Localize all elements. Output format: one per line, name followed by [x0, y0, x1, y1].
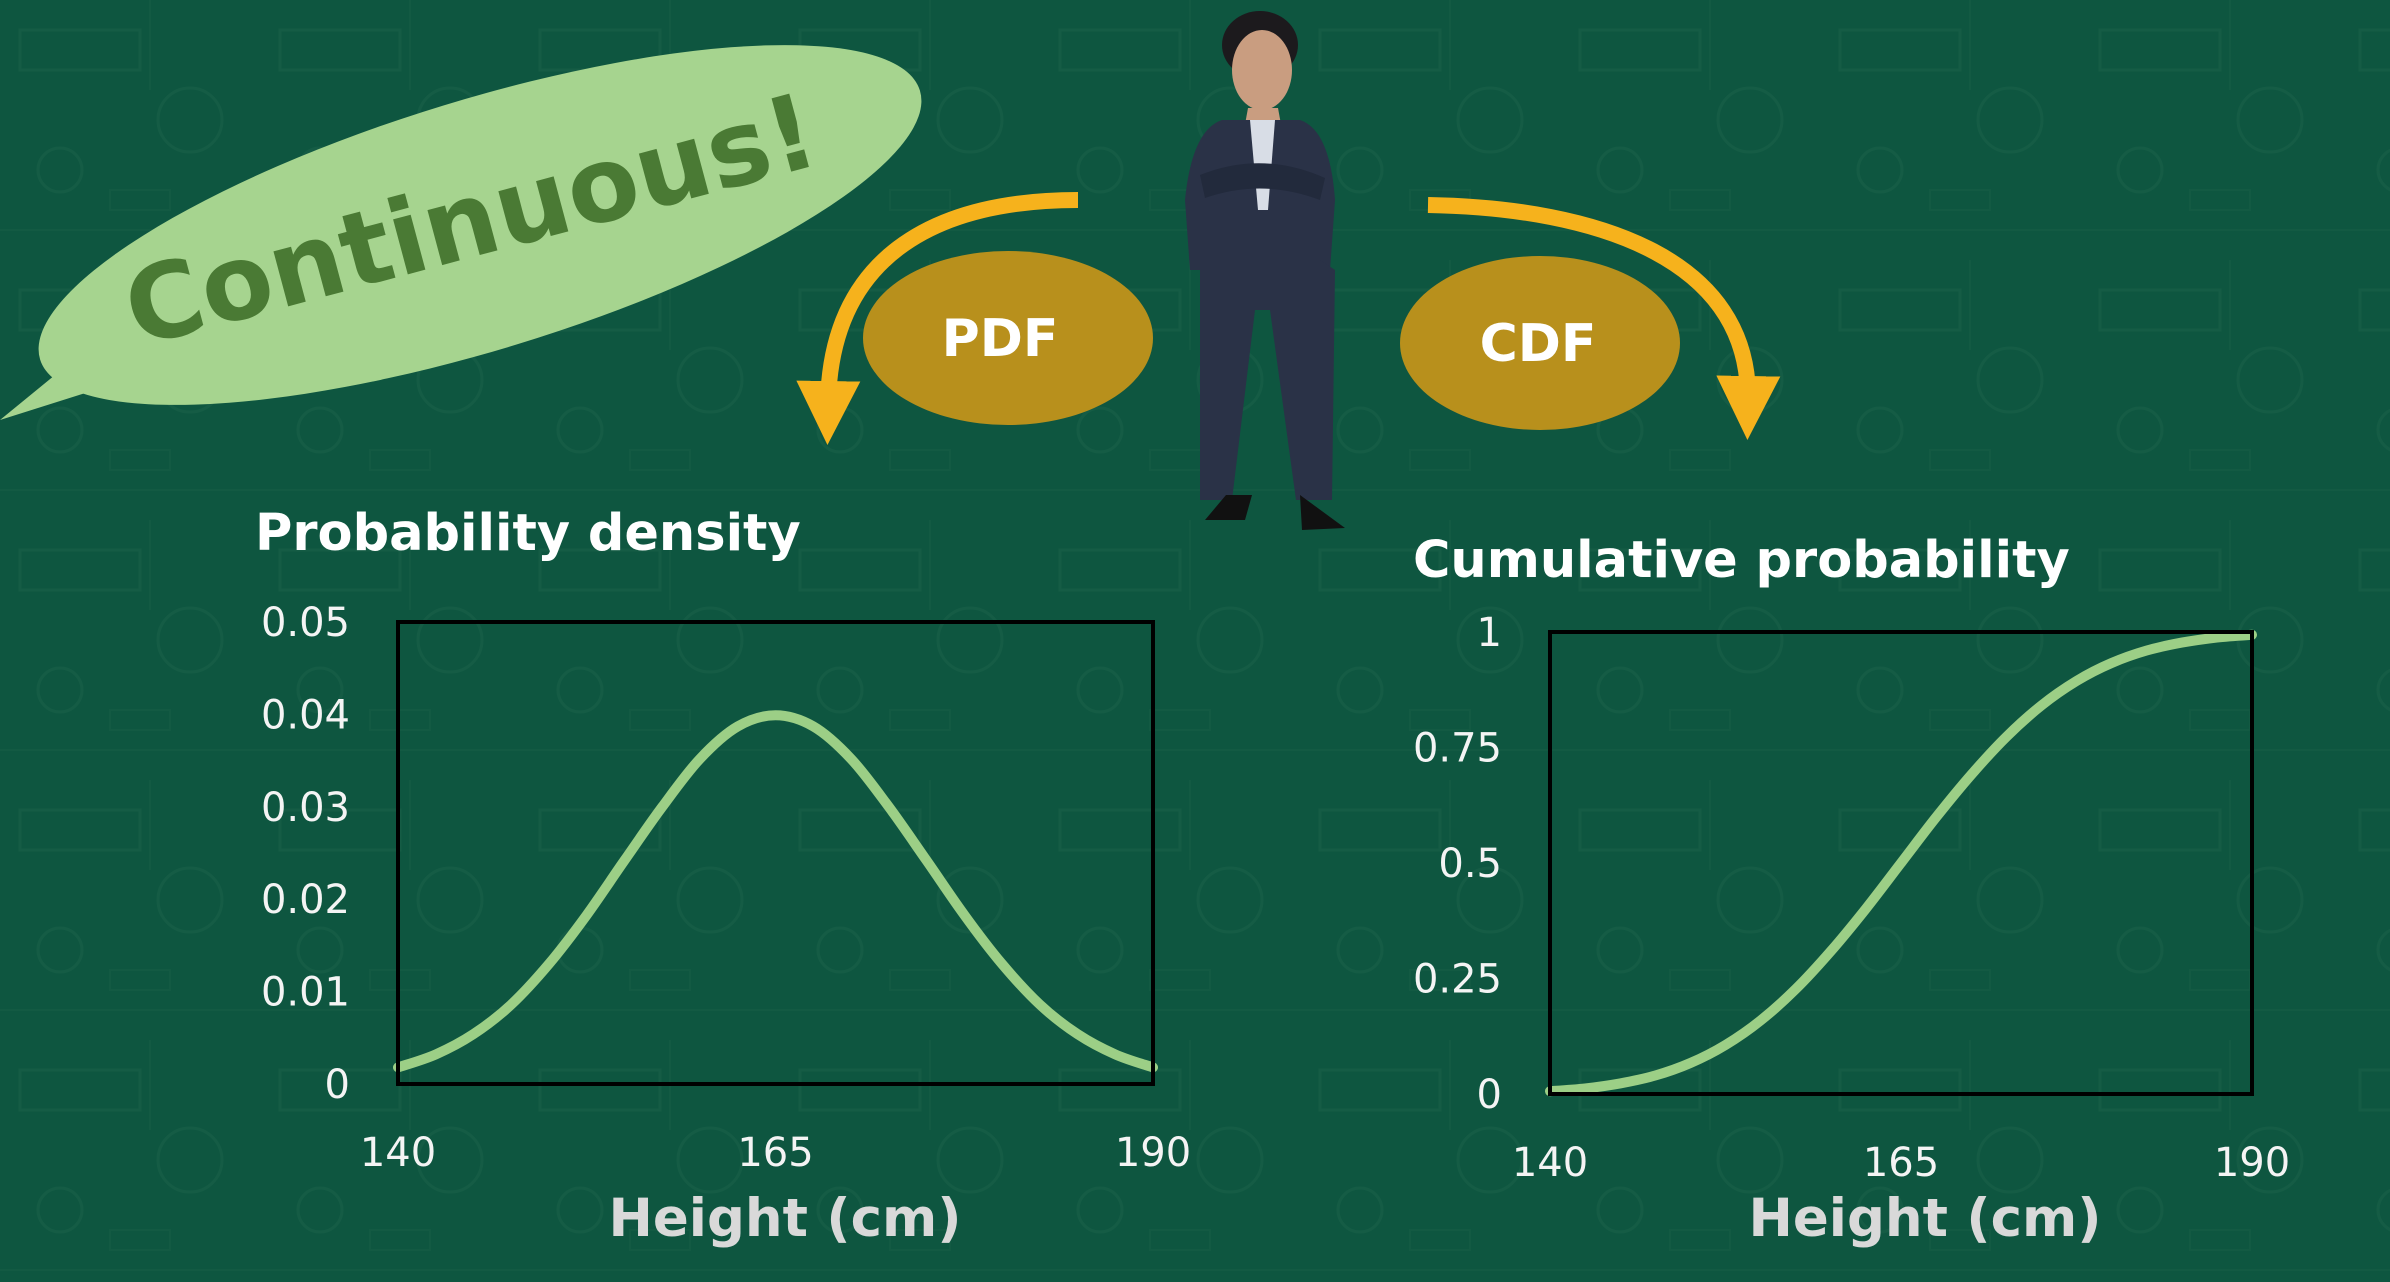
pdf-x-ticks: 140 165 190	[360, 1130, 1191, 1176]
pdf-series	[393, 710, 1158, 1073]
cdf-chart-title: Cumulative probability	[1413, 531, 2070, 590]
pdf-y-tick-label: 0	[325, 1062, 350, 1108]
cdf-y-tick-label: 1	[1477, 610, 1502, 656]
pdf-badge: PDF	[863, 251, 1153, 425]
cdf-x-ticks: 140 165 190	[1512, 1140, 2290, 1186]
cdf-badge-label: CDF	[1480, 314, 1597, 374]
pdf-y-tick-label: 0.05	[261, 600, 350, 646]
cdf-series	[1545, 629, 2257, 1097]
pdf-series-line	[393, 710, 1158, 1073]
cdf-y-ticks: 0 0.25 0.5 0.75 1	[1413, 610, 1502, 1118]
cdf-chart: Cumulative probability 0 0.25 0.5 0.75 1 140…	[1413, 531, 2290, 1249]
pdf-badge-label: PDF	[942, 309, 1059, 369]
cdf-series-line	[1545, 629, 2257, 1097]
cdf-arrow	[1427, 197, 1781, 440]
pdf-plot-area	[396, 620, 1155, 1086]
pdf-y-tick-label: 0.02	[261, 877, 350, 923]
pdf-y-tick-label: 0.04	[261, 692, 350, 738]
pdf-chart: Probability density 0 0.01 0.02 0.03 0.04 0.0…	[255, 504, 1191, 1249]
pdf-x-tick-label: 190	[1115, 1130, 1191, 1176]
cdf-x-tick-label: 190	[2214, 1140, 2290, 1186]
cdf-y-tick-label: 0	[1477, 1072, 1502, 1118]
pdf-x-tick-label: 140	[360, 1130, 436, 1176]
pdf-x-axis-label: Height (cm)	[608, 1188, 961, 1249]
cdf-y-tick-label: 0.75	[1413, 726, 1502, 772]
pdf-arrow	[796, 192, 1079, 445]
pdf-y-ticks: 0 0.01 0.02 0.03 0.04 0.05	[261, 600, 350, 1108]
cdf-x-axis-label: Height (cm)	[1748, 1188, 2101, 1249]
pdf-chart-title: Probability density	[255, 504, 801, 563]
pdf-x-tick-label: 165	[737, 1130, 813, 1176]
cdf-plot-area	[1548, 630, 2254, 1096]
cdf-x-tick-label: 165	[1863, 1140, 1939, 1186]
pdf-y-tick-label: 0.03	[261, 785, 350, 831]
cdf-badge: CDF	[1400, 256, 1680, 430]
pdf-y-tick-label: 0.01	[261, 970, 350, 1016]
cdf-y-tick-label: 0.25	[1413, 957, 1502, 1003]
cdf-x-tick-label: 140	[1512, 1140, 1588, 1186]
presenter-figure	[1185, 11, 1345, 530]
cdf-y-tick-label: 0.5	[1438, 841, 1502, 887]
